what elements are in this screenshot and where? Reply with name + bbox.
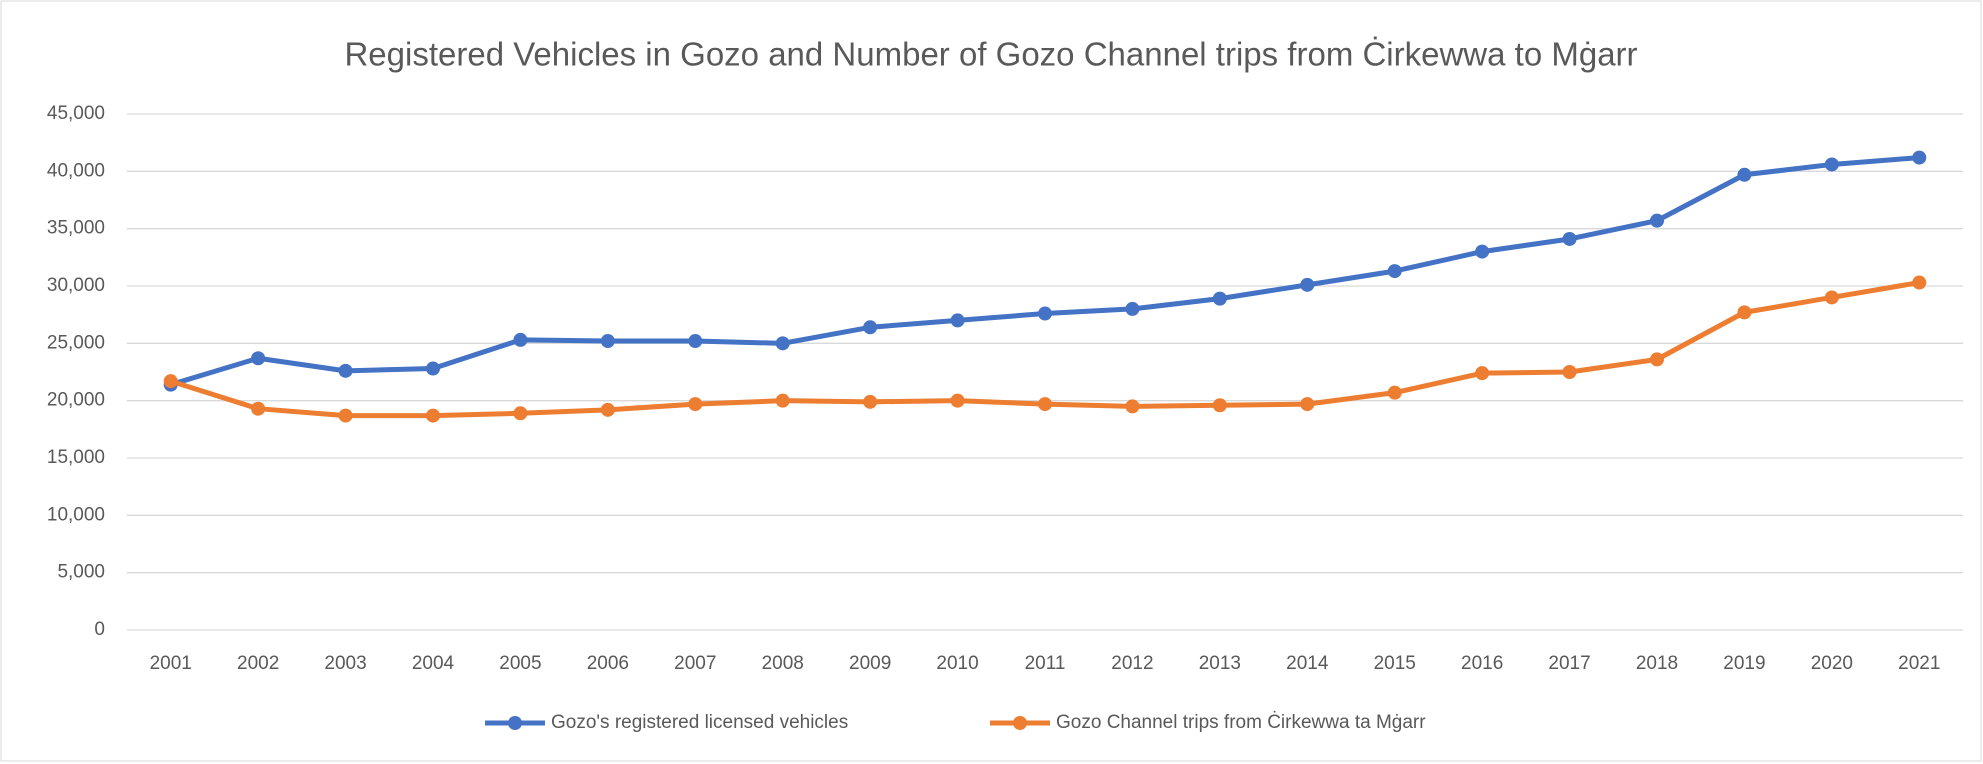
legend-marker: [1013, 716, 1027, 730]
data-point: [688, 397, 703, 412]
data-point: [1650, 352, 1664, 367]
data-point: [251, 351, 266, 366]
x-tick-label: 2012: [1111, 653, 1153, 674]
data-point: [513, 406, 528, 421]
data-point: [1912, 150, 1927, 165]
x-tick-label: 2010: [936, 653, 978, 674]
data-point: [688, 334, 703, 349]
data-point: [1650, 213, 1664, 228]
data-point: [1212, 398, 1227, 413]
data-point: [251, 401, 266, 416]
data-point: [426, 408, 440, 423]
data-point: [600, 334, 615, 349]
y-tick-label: 15,000: [47, 447, 105, 468]
y-tick-label: 10,000: [47, 504, 105, 525]
x-tick-label: 2017: [1548, 653, 1590, 674]
y-tick-label: 5,000: [57, 562, 105, 583]
data-point: [1300, 397, 1315, 412]
data-point: [338, 408, 353, 423]
legend-marker: [508, 716, 522, 730]
data-point: [775, 336, 790, 351]
x-tick-label: 2014: [1286, 653, 1329, 674]
data-point: [1300, 277, 1315, 292]
x-tick-label: 2016: [1461, 653, 1503, 674]
data-point: [1737, 305, 1752, 320]
chart-title: Registered Vehicles in Gozo and Number o…: [344, 36, 1637, 73]
data-point: [1212, 291, 1227, 306]
data-point: [1562, 231, 1577, 246]
y-tick-label: 20,000: [47, 390, 105, 411]
x-tick-label: 2018: [1636, 653, 1678, 674]
x-tick-label: 2011: [1025, 653, 1066, 674]
x-tick-label: 2001: [150, 653, 192, 674]
legend-label: Gozo Channel trips from Ċirkewwa ta Mġar…: [1056, 711, 1426, 733]
x-tick-label: 2008: [762, 653, 804, 674]
x-tick-label: 2015: [1374, 653, 1416, 674]
x-tick-label: 2020: [1811, 653, 1853, 674]
data-point: [1737, 167, 1752, 182]
data-point: [1475, 244, 1490, 259]
data-point: [163, 374, 178, 389]
x-tick-label: 2019: [1723, 653, 1765, 674]
y-tick-label: 0: [94, 619, 105, 640]
data-point: [775, 393, 790, 408]
data-point: [1125, 301, 1140, 316]
y-tick-label: 30,000: [47, 275, 105, 296]
x-tick-label: 2005: [499, 653, 541, 674]
data-point: [600, 402, 615, 417]
x-tick-label: 2009: [849, 653, 891, 674]
data-point: [1038, 306, 1052, 321]
y-tick-label: 25,000: [47, 332, 105, 353]
x-tick-label: 2013: [1199, 653, 1241, 674]
legend-label: Gozo's registered licensed vehicles: [551, 712, 848, 733]
data-point: [1038, 397, 1052, 412]
y-tick-label: 45,000: [47, 103, 105, 124]
data-point: [1475, 366, 1490, 381]
data-point: [1912, 275, 1927, 290]
data-point: [1562, 365, 1577, 379]
data-point: [1824, 157, 1839, 172]
x-tick-label: 2002: [237, 653, 279, 674]
x-tick-label: 2006: [587, 653, 629, 674]
data-point: [863, 320, 878, 335]
data-point: [1387, 385, 1402, 400]
data-point: [1387, 264, 1402, 279]
x-tick-label: 2007: [674, 653, 716, 674]
x-tick-label: 2003: [324, 653, 366, 674]
x-tick-label: 2004: [412, 653, 455, 674]
y-tick-label: 35,000: [47, 218, 105, 239]
data-point: [950, 313, 965, 328]
data-point: [950, 393, 965, 408]
data-point: [338, 363, 353, 378]
data-point: [513, 332, 528, 347]
y-tick-label: 40,000: [47, 160, 105, 181]
data-point: [1824, 290, 1839, 305]
x-tick-label: 2021: [1898, 653, 1940, 674]
data-point: [426, 361, 440, 376]
data-point: [1125, 399, 1140, 414]
data-point: [863, 394, 878, 409]
